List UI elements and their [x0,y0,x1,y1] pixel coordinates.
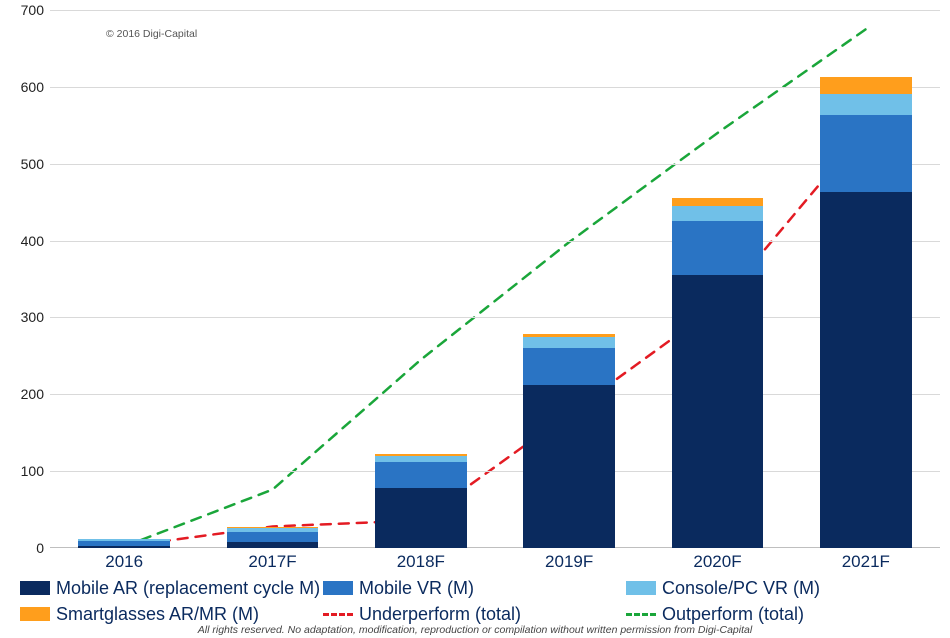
bar-seg-console_pc_vr [820,94,912,116]
bar-seg-mobile_vr [672,221,764,275]
bar-group [523,334,615,548]
y-tick-label: 400 [21,233,50,249]
bar-seg-smartglasses [672,198,764,206]
legend-label: Console/PC VR (M) [662,578,820,599]
y-tick-label: 700 [21,2,50,18]
y-tick-label: 300 [21,309,50,325]
line-overlay [50,10,940,548]
footer-note: All rights reserved. No adaptation, modi… [0,624,950,636]
legend-item-outperform: Outperform (total) [626,602,929,626]
legend-label: Underperform (total) [359,604,521,625]
legend-label: Mobile AR (replacement cycle M) [56,578,320,599]
legend-label: Smartglasses AR/MR (M) [56,604,259,625]
x-tick-label: 2021F [842,548,890,572]
legend-label: Outperform (total) [662,604,804,625]
legend-item-console-pc-vr: Console/PC VR (M) [626,576,929,600]
x-tick-label: 2020F [693,548,741,572]
bar-seg-mobile_vr [523,348,615,385]
bar-seg-smartglasses [820,77,912,94]
y-tick-label: 500 [21,156,50,172]
x-tick-label: 2017F [248,548,296,572]
legend-item-mobile-ar: Mobile AR (replacement cycle M) [20,576,323,600]
bar-seg-mobile_vr [227,532,319,542]
bar-group [375,454,467,548]
plot-area: © 2016 Digi-Capital 01002003004005006007… [50,10,940,548]
bar-group [227,527,319,548]
legend-swatch [626,581,656,595]
legend-item-mobile-vr: Mobile VR (M) [323,576,626,600]
legend-item-smartglasses: Smartglasses AR/MR (M) [20,602,323,626]
x-tick-label: 2019F [545,548,593,572]
x-tick-label: 2018F [397,548,445,572]
legend: Mobile AR (replacement cycle M) Mobile V… [20,576,930,628]
bar-seg-mobile_ar [820,192,912,548]
bar-group [820,77,912,548]
legend-label: Mobile VR (M) [359,578,474,599]
copyright-note: © 2016 Digi-Capital [106,28,197,40]
y-tick-label: 600 [21,79,50,95]
y-tick-label: 0 [36,540,50,556]
gridline [50,87,940,88]
y-tick-label: 100 [21,463,50,479]
gridline [50,164,940,165]
y-tick-label: 200 [21,386,50,402]
gridline [50,471,940,472]
gridline [50,317,940,318]
bar-group [78,539,170,548]
bar-seg-mobile_ar [672,275,764,548]
gridline [50,241,940,242]
x-tick-label: 2016 [105,548,143,572]
legend-dash [626,613,656,616]
bar-seg-console_pc_vr [672,206,764,221]
gridline [50,10,940,11]
legend-swatch [20,581,50,595]
bar-seg-mobile_vr [375,462,467,488]
legend-swatch [323,581,353,595]
bar-seg-console_pc_vr [523,337,615,348]
gridline [50,394,940,395]
legend-dash [323,613,353,616]
legend-swatch [20,607,50,621]
bar-seg-mobile_vr [820,115,912,192]
bar-seg-mobile_ar [375,488,467,548]
bar-seg-mobile_ar [523,385,615,548]
bar-group [672,198,764,548]
legend-item-underperform: Underperform (total) [323,602,626,626]
chart-container: © 2016 Digi-Capital 0 100 200 300 400 500 600 7… [0,0,950,638]
